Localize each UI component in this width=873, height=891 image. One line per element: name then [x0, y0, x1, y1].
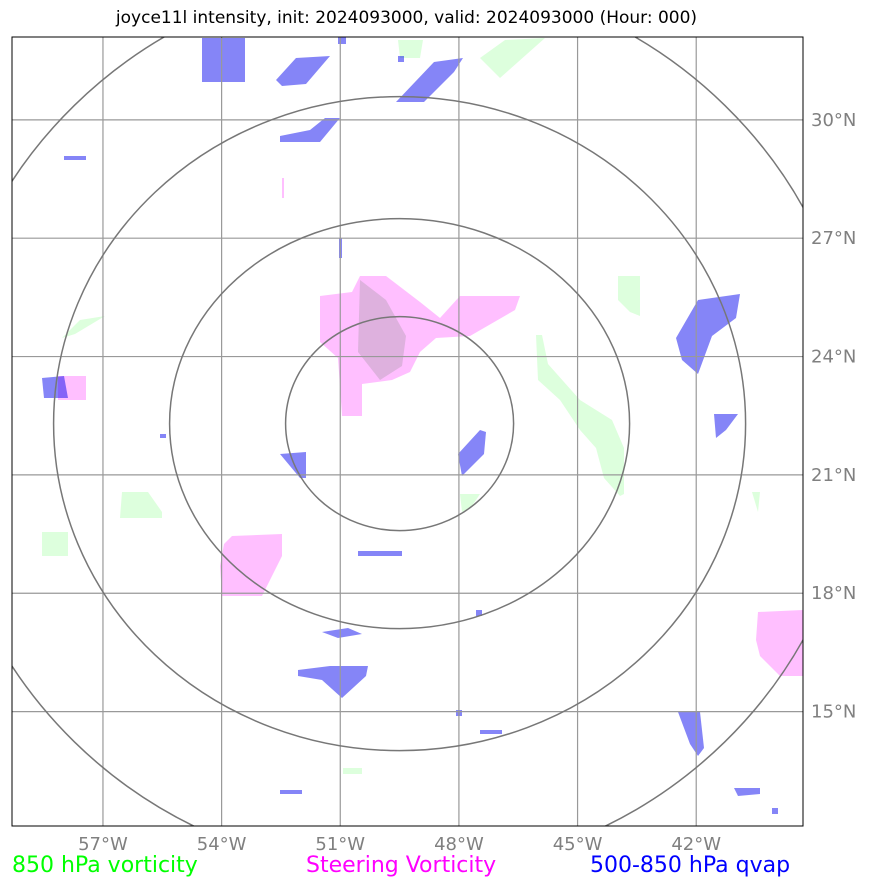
legend-850-vorticity: 850 hPa vorticity: [12, 853, 198, 878]
qvap-area: [772, 808, 778, 814]
vorticity-850-area: [460, 494, 480, 512]
qvap-area: [398, 56, 404, 62]
qvap-area: [298, 666, 368, 698]
vorticity-850-area: [62, 316, 105, 338]
qvap-500-850-field: [42, 37, 778, 814]
distance-ring: [284, 315, 515, 532]
distance-ring: [168, 217, 631, 630]
steering-vorticity-area: [756, 610, 803, 676]
longitude-tick-label: 51°W: [315, 834, 365, 855]
latitude-labels: 30°N 27°N 24°N 21°N 18°N 15°N: [811, 110, 856, 723]
steering-vorticity-area: [320, 276, 520, 416]
vorticity-850-area: [398, 40, 423, 58]
qvap-area: [480, 730, 502, 734]
longitude-tick-label: 45°W: [553, 834, 603, 855]
vorticity-850-area: [343, 768, 362, 774]
latitude-tick-label: 30°N: [811, 110, 856, 131]
qvap-area: [280, 452, 306, 478]
map-title: joyce11l intensity, init: 2024093000, va…: [115, 8, 698, 28]
longitude-labels: 57°W 54°W 51°W 48°W 45°W 42°W: [78, 834, 721, 855]
qvap-area: [202, 38, 245, 82]
latitude-tick-label: 15°N: [811, 702, 856, 723]
legend-steering-vorticity: Steering Vorticity: [306, 853, 497, 878]
latitude-tick-label: 27°N: [811, 228, 856, 249]
qvap-area: [322, 628, 362, 638]
qvap-area: [280, 118, 340, 142]
qvap-area: [458, 430, 486, 476]
legend-qvap: 500-850 hPa qvap: [590, 853, 791, 878]
vorticity-850-area: [480, 38, 545, 78]
distance-rings: [12, 37, 803, 826]
qvap-area: [160, 434, 166, 438]
longitude-tick-label: 54°W: [197, 834, 247, 855]
longitude-tick-label: 42°W: [671, 834, 721, 855]
plot-frame: [11, 36, 804, 827]
latitude-tick-label: 24°N: [811, 347, 856, 368]
qvap-area: [276, 56, 330, 86]
qvap-area: [476, 610, 482, 616]
qvap-area: [734, 788, 760, 796]
qvap-area: [678, 712, 704, 756]
longitude-tick-label: 48°W: [434, 834, 484, 855]
qvap-area: [358, 551, 402, 556]
vorticity-850-area: [618, 276, 640, 316]
longitude-tick-label: 57°W: [78, 834, 128, 855]
steering-vorticity-overlap: [358, 280, 406, 380]
vorticity-850-area: [536, 335, 624, 496]
qvap-area: [676, 294, 740, 374]
latitude-tick-label: 21°N: [811, 465, 856, 486]
steering-vorticity-area: [220, 534, 282, 596]
vorticity-850-area: [42, 532, 68, 556]
steering-vorticity-area: [58, 376, 86, 400]
qvap-area: [280, 790, 302, 794]
latitude-tick-label: 18°N: [811, 583, 856, 604]
distance-ring: [12, 37, 803, 826]
qvap-area: [396, 58, 463, 102]
qvap-area: [64, 156, 86, 160]
vorticity-850-field: [42, 38, 760, 774]
qvap-area: [714, 414, 738, 438]
distance-ring: [52, 95, 747, 752]
vorticity-850-area: [120, 492, 162, 518]
qvap-area: [338, 37, 346, 44]
gridlines: [12, 37, 803, 826]
steering-vorticity-area: [282, 178, 284, 198]
vorticity-850-area: [752, 492, 760, 512]
